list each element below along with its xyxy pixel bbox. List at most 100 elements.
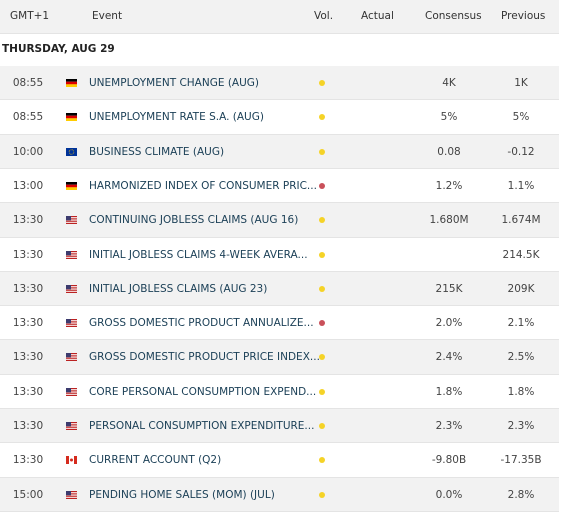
event-row: 13:00 HARMONIZED INDEX OF CONSUMER PRIC..… xyxy=(0,169,559,204)
flag xyxy=(66,285,77,293)
header-cell: Vol. xyxy=(314,10,334,22)
flag xyxy=(66,422,77,430)
time: 08:55 xyxy=(12,111,44,124)
graphic xyxy=(66,388,77,396)
previous: 1.674M xyxy=(501,214,541,227)
event-row: 08:55 UNEMPLOYMENT CHANGE (AUG) 4K 1K xyxy=(0,66,559,101)
volatility-dot xyxy=(319,80,325,86)
volatility-dot xyxy=(319,285,325,292)
consensus: 215K xyxy=(435,282,463,295)
event-name: UNEMPLOYMENT RATE S.A. (AUG) xyxy=(89,111,264,124)
flag xyxy=(66,79,77,87)
flag xyxy=(66,251,77,259)
time: 08:55 xyxy=(12,77,44,89)
volatility-dot xyxy=(319,320,325,327)
volatility-dot xyxy=(319,114,325,121)
event-row: 13:30 PERSONAL CONSUMPTION EXPENDITURE...… xyxy=(0,409,559,444)
time: 13:30 xyxy=(12,282,44,295)
volatility-dot xyxy=(319,251,325,258)
consensus: 1.8% xyxy=(435,385,463,398)
graphic xyxy=(66,79,77,87)
flag xyxy=(66,456,77,464)
graphic xyxy=(66,319,77,327)
time: 13:30 xyxy=(12,454,44,467)
date-row: THURSDAY, AUG 29 xyxy=(0,33,559,67)
flag xyxy=(66,353,77,361)
consensus: 1.680M xyxy=(429,214,469,227)
event-row: 13:30 CORE PERSONAL CONSUMPTION EXPEND...… xyxy=(0,375,559,410)
volatility-dot xyxy=(319,182,325,189)
event-name: GROSS DOMESTIC PRODUCT ANNUALIZE... xyxy=(89,317,314,330)
flag xyxy=(66,182,77,190)
previous: -0.12 xyxy=(507,145,535,158)
header-cell: Actual xyxy=(361,10,394,22)
time: 13:30 xyxy=(12,385,44,398)
date-label: THURSDAY, AUG 29 xyxy=(2,43,115,55)
previous: 209K xyxy=(507,282,535,295)
event-row: 13:30 INITIAL JOBLESS CLAIMS (AUG 23) 215K… xyxy=(0,271,559,307)
event-name: GROSS DOMESTIC PRODUCT PRICE INDEX... xyxy=(89,351,320,364)
volatility-dot xyxy=(319,457,325,464)
consensus: 0.0% xyxy=(435,488,463,501)
event-row: 15:00 PENDING HOME SALES (MOM) (JUL) 0.0% 2… xyxy=(0,477,559,512)
event-name: PERSONAL CONSUMPTION EXPENDITURE... xyxy=(89,420,315,433)
event-name: INITIAL JOBLESS CLAIMS 4-WEEK AVERA... xyxy=(89,248,308,261)
flag xyxy=(66,148,77,156)
event-row: 10:00 BUSINESS CLIMATE (AUG) 0.08 -0.12 xyxy=(0,134,559,169)
event-name: INITIAL JOBLESS CLAIMS (AUG 23) xyxy=(89,282,268,295)
event-row: 13:30 CURRENT ACCOUNT (Q2) -9.80B -17.35B xyxy=(0,443,559,478)
graphic xyxy=(66,353,77,361)
event-name: CURRENT ACCOUNT (Q2) xyxy=(89,454,222,467)
time: 13:30 xyxy=(12,248,44,261)
event-name: UNEMPLOYMENT CHANGE (AUG) xyxy=(89,77,260,89)
previous: 2.3% xyxy=(507,420,535,433)
header-row: GMT+1 Event Vol. Actual Consensus Previous xyxy=(0,0,559,34)
event-name: PENDING HOME SALES (MOM) (JUL) xyxy=(89,488,275,501)
flag xyxy=(66,319,77,327)
time: 10:00 xyxy=(12,145,44,158)
consensus: 5% xyxy=(440,111,458,124)
graphic xyxy=(66,422,77,430)
previous: 5% xyxy=(512,111,530,124)
consensus: -9.80B xyxy=(431,454,467,467)
volatility-dot xyxy=(319,148,325,155)
time: 13:00 xyxy=(12,179,44,192)
time: 15:00 xyxy=(12,488,44,501)
event-name: CORE PERSONAL CONSUMPTION EXPEND... xyxy=(89,385,317,398)
time: 13:30 xyxy=(12,317,44,330)
volatility-dot xyxy=(319,423,325,430)
previous: 1.8% xyxy=(507,385,535,398)
time: 13:30 xyxy=(12,420,44,433)
graphic xyxy=(66,148,77,156)
volatility-dot xyxy=(319,491,325,498)
volatility-dot xyxy=(319,388,325,395)
event-row: 08:55 UNEMPLOYMENT RATE S.A. (AUG) 5% 5% xyxy=(0,100,559,135)
event-row: 13:30 INITIAL JOBLESS CLAIMS 4-WEEK AVERA… xyxy=(0,238,559,272)
event-name: HARMONIZED INDEX OF CONSUMER PRIC... xyxy=(89,179,317,192)
previous: 2.8% xyxy=(507,488,535,501)
consensus: 0.08 xyxy=(437,145,461,158)
graphic xyxy=(66,251,77,259)
graphic xyxy=(66,216,77,224)
event-name: BUSINESS CLIMATE (AUG) xyxy=(89,145,225,158)
event-row: 13:30 GROSS DOMESTIC PRODUCT PRICE INDEX.… xyxy=(0,340,559,375)
event-name: CONTINUING JOBLESS CLAIMS (AUG 16) xyxy=(89,214,299,227)
time: 13:30 xyxy=(12,351,44,364)
header-cell: Event xyxy=(92,10,123,22)
previous: 214.5K xyxy=(502,248,540,261)
consensus: 1.2% xyxy=(435,179,463,192)
volatility-dot xyxy=(319,354,325,361)
consensus: 2.4% xyxy=(435,351,463,364)
graphic xyxy=(66,182,77,190)
flag xyxy=(66,388,77,396)
previous: 2.1% xyxy=(507,317,535,330)
graphic xyxy=(66,113,77,121)
previous: -17.35B xyxy=(500,454,542,467)
header-cell: GMT+1 xyxy=(10,10,50,22)
previous: 2.5% xyxy=(507,351,535,364)
graphic xyxy=(66,285,77,293)
flag xyxy=(66,491,77,499)
graphic xyxy=(66,456,77,464)
previous: 1K xyxy=(514,77,528,89)
